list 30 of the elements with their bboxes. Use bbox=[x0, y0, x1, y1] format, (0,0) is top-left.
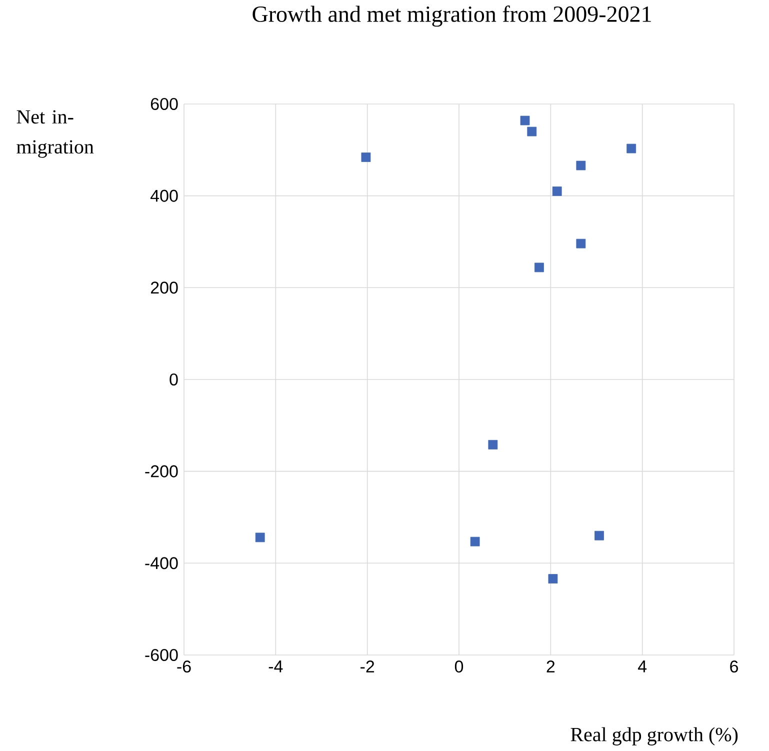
point bbox=[488, 440, 498, 450]
point bbox=[361, 152, 371, 162]
point bbox=[576, 238, 586, 248]
y-tick-label: 600 bbox=[150, 98, 178, 110]
point bbox=[548, 574, 558, 584]
point bbox=[520, 116, 530, 126]
point bbox=[255, 532, 265, 542]
x-tick-label: -6 bbox=[177, 660, 191, 673]
x-tick-label: 4 bbox=[638, 660, 647, 672]
x-tick-label: 0 bbox=[454, 660, 464, 673]
x-axis-title: Real gdp growth (%) bbox=[570, 727, 738, 746]
point bbox=[594, 530, 604, 540]
y-axis-title: Net in-migration bbox=[16, 110, 94, 158]
x-tick-label: -4 bbox=[268, 660, 283, 672]
y-tick-label: -400 bbox=[145, 557, 178, 570]
y-tick-label: 0 bbox=[170, 373, 178, 386]
y-tick-label: -600 bbox=[145, 648, 178, 662]
point bbox=[470, 536, 480, 546]
chart-title: Growth and met migration from 2009-2021 bbox=[252, 6, 651, 27]
point bbox=[576, 160, 586, 170]
x-tick-label: 2 bbox=[546, 660, 555, 672]
y-tick-label: -200 bbox=[145, 465, 178, 478]
point bbox=[534, 262, 544, 272]
y-tick-label: 400 bbox=[150, 190, 178, 202]
x-tick-label: 6 bbox=[730, 660, 738, 673]
x-tick-label: -2 bbox=[360, 660, 374, 672]
point bbox=[626, 144, 636, 154]
y-tick-label: 200 bbox=[150, 282, 178, 294]
point bbox=[552, 186, 562, 196]
point bbox=[527, 126, 537, 136]
